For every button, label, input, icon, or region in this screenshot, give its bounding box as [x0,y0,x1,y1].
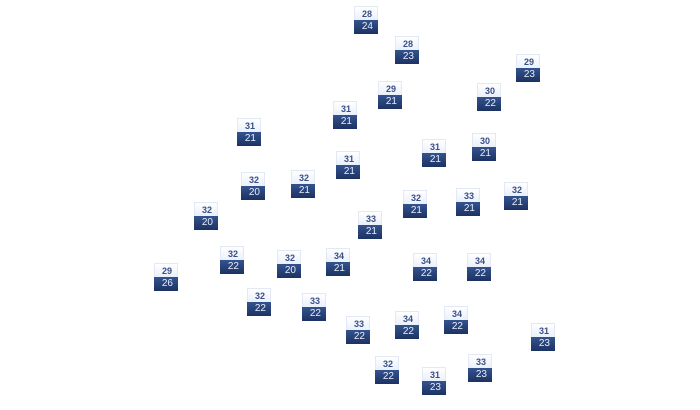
low-temperature: 20 [277,264,301,278]
high-temperature: 33 [456,188,480,202]
high-temperature: 28 [354,6,378,20]
high-temperature: 32 [375,356,399,370]
high-temperature: 33 [468,354,492,368]
high-temperature: 30 [477,83,501,97]
low-temperature: 21 [504,196,528,210]
low-temperature: 22 [444,320,468,334]
temperature-marker[interactable]: 28 23 [395,36,419,64]
temperature-marker[interactable]: 34 22 [413,253,437,281]
low-temperature: 22 [220,260,244,274]
temperature-marker[interactable]: 32 21 [504,182,528,210]
high-temperature: 28 [395,36,419,50]
low-temperature: 23 [468,368,492,382]
low-temperature: 22 [302,307,326,321]
high-temperature: 34 [395,311,419,325]
temperature-marker[interactable]: 32 21 [403,190,427,218]
temperature-marker[interactable]: 32 22 [220,246,244,274]
high-temperature: 31 [531,323,555,337]
low-temperature: 21 [472,147,496,161]
low-temperature: 22 [375,370,399,384]
low-temperature: 22 [247,302,271,316]
temperature-marker[interactable]: 29 23 [516,54,540,82]
temperature-marker[interactable]: 32 20 [277,250,301,278]
temperature-marker[interactable]: 34 22 [467,253,491,281]
low-temperature: 24 [354,20,378,34]
low-temperature: 22 [395,325,419,339]
temperature-marker[interactable]: 33 21 [456,188,480,216]
temperature-marker[interactable]: 33 21 [358,211,382,239]
high-temperature: 32 [247,288,271,302]
high-temperature: 32 [220,246,244,260]
low-temperature: 21 [237,132,261,146]
temperature-marker[interactable]: 32 22 [375,356,399,384]
high-temperature: 30 [472,133,496,147]
high-temperature: 32 [291,170,315,184]
high-temperature: 29 [378,81,402,95]
low-temperature: 21 [336,165,360,179]
temperature-marker[interactable]: 31 21 [422,139,446,167]
low-temperature: 21 [403,204,427,218]
temperature-marker[interactable]: 34 22 [395,311,419,339]
high-temperature: 32 [194,202,218,216]
temperature-marker[interactable]: 31 23 [531,323,555,351]
high-temperature: 31 [333,101,357,115]
temperature-marker[interactable]: 31 21 [237,118,261,146]
low-temperature: 20 [241,186,265,200]
high-temperature: 31 [336,151,360,165]
high-temperature: 34 [467,253,491,267]
low-temperature: 22 [346,330,370,344]
high-temperature: 32 [241,172,265,186]
temperature-marker[interactable]: 32 20 [241,172,265,200]
low-temperature: 23 [422,381,446,395]
high-temperature: 34 [444,306,468,320]
high-temperature: 32 [504,182,528,196]
low-temperature: 23 [531,337,555,351]
temperature-marker[interactable]: 33 23 [468,354,492,382]
high-temperature: 33 [358,211,382,225]
low-temperature: 21 [378,95,402,109]
temperature-marker[interactable]: 34 22 [444,306,468,334]
low-temperature: 20 [194,216,218,230]
high-temperature: 32 [277,250,301,264]
low-temperature: 22 [467,267,491,281]
high-temperature: 31 [237,118,261,132]
temperature-marker[interactable]: 31 23 [422,367,446,395]
high-temperature: 31 [422,367,446,381]
low-temperature: 21 [326,262,350,276]
low-temperature: 21 [291,184,315,198]
low-temperature: 21 [422,153,446,167]
temperature-marker[interactable]: 32 20 [194,202,218,230]
low-temperature: 22 [477,97,501,111]
high-temperature: 33 [302,293,326,307]
high-temperature: 29 [154,263,178,277]
temperature-marker[interactable]: 32 21 [291,170,315,198]
temperature-marker[interactable]: 33 22 [346,316,370,344]
high-temperature: 29 [516,54,540,68]
low-temperature: 22 [413,267,437,281]
high-temperature: 34 [413,253,437,267]
temperature-marker[interactable]: 28 24 [354,6,378,34]
temperature-marker[interactable]: 31 21 [333,101,357,129]
low-temperature: 23 [395,50,419,64]
low-temperature: 26 [154,277,178,291]
low-temperature: 23 [516,68,540,82]
temperature-marker[interactable]: 29 21 [378,81,402,109]
temperature-marker[interactable]: 31 21 [336,151,360,179]
temperature-marker[interactable]: 30 22 [477,83,501,111]
high-temperature: 32 [403,190,427,204]
low-temperature: 21 [333,115,357,129]
high-temperature: 34 [326,248,350,262]
temperature-marker[interactable]: 34 21 [326,248,350,276]
temperature-marker[interactable]: 29 26 [154,263,178,291]
low-temperature: 21 [358,225,382,239]
high-temperature: 33 [346,316,370,330]
temperature-marker[interactable]: 30 21 [472,133,496,161]
temperature-marker[interactable]: 32 22 [247,288,271,316]
temperature-marker[interactable]: 33 22 [302,293,326,321]
high-temperature: 31 [422,139,446,153]
low-temperature: 21 [456,202,480,216]
